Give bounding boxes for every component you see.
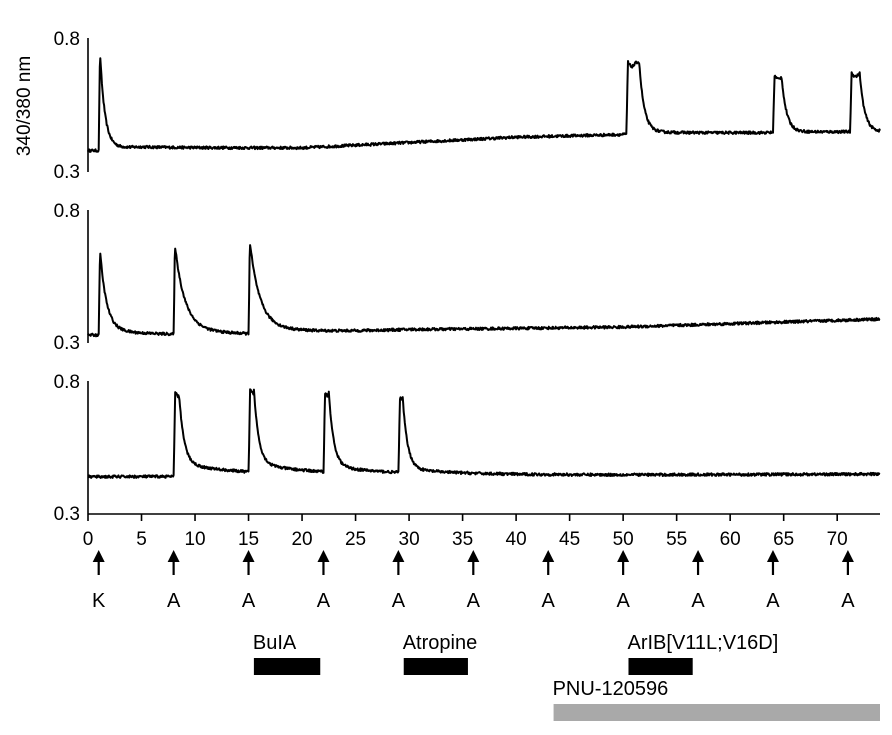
trace-panel-3: 0.8 0.3	[54, 372, 881, 525]
y-tick-label: 0.8	[54, 29, 80, 50]
x-tick-label: 65	[773, 529, 794, 550]
trace-line	[87, 57, 881, 153]
stimulus-A-71: A	[841, 550, 855, 612]
stimulus-A-22: A	[317, 550, 331, 612]
treatment-pnu-120596: PNU-120596	[553, 678, 880, 721]
stimulus-label: A	[317, 590, 331, 612]
y-tick-label: 0.8	[54, 201, 80, 222]
x-tick-label: 20	[291, 529, 312, 550]
x-tick-label: 40	[506, 529, 527, 550]
trace-line	[87, 244, 881, 338]
treatment-arib-v11l-v16d-: ArIB[V11L;V16D]	[627, 632, 778, 675]
treatment-bar	[403, 658, 468, 675]
trace-line	[87, 388, 881, 479]
stimulus-A-64: A	[766, 550, 780, 612]
x-tick-label: 15	[238, 529, 259, 550]
x-tick-label: 45	[559, 529, 580, 550]
stimulus-A-36: A	[467, 550, 481, 612]
stimulus-arrow-head	[242, 550, 255, 562]
stimulus-label: A	[616, 590, 630, 612]
treatment-label: BuIA	[253, 632, 297, 654]
x-tick-label: 70	[827, 529, 848, 550]
x-tick-label: 60	[720, 529, 741, 550]
x-tick-label: 55	[666, 529, 687, 550]
stimulus-arrow-head	[167, 550, 180, 562]
treatment-buia: BuIA	[253, 632, 321, 675]
stimulus-arrow-head	[692, 550, 705, 562]
trace-panel-2: 0.8 0.3	[54, 201, 881, 354]
treatment-bar	[253, 658, 321, 675]
stimulus-label: K	[92, 590, 106, 612]
treatment-bar	[553, 704, 880, 721]
x-tick-label: 35	[452, 529, 473, 550]
y-tick-label: 0.3	[54, 333, 80, 354]
stimulus-arrow-head	[617, 550, 630, 562]
stimulus-label: A	[542, 590, 556, 612]
treatment-label: PNU-120596	[553, 678, 669, 700]
stimulus-A-50: A	[616, 550, 630, 612]
stimulus-arrow-head	[317, 550, 330, 562]
stimulus-arrow-head	[467, 550, 480, 562]
stimulus-A-29: A	[392, 550, 406, 612]
time-axis: 0 5 10 15 20 25 30 35 40 45 50 55 60 65 70	[83, 513, 880, 550]
stimulus-arrow-head	[766, 550, 779, 562]
stimulus-A-15: A	[242, 550, 256, 612]
x-tick-label: 50	[613, 529, 634, 550]
stimulus-arrow-head	[542, 550, 555, 562]
y-tick-label: 0.3	[54, 162, 80, 183]
treatment-bars: BuIA Atropine ArIB[V11L;V16D] PNU-120596	[253, 632, 880, 721]
stimulus-label: A	[392, 590, 406, 612]
treatment-bar	[628, 658, 693, 675]
stimulus-arrow-head	[92, 550, 105, 562]
stimulus-A-57: A	[691, 550, 705, 612]
x-tick-label: 10	[184, 529, 205, 550]
stimulus-A-43: A	[542, 550, 556, 612]
stimulus-label: A	[691, 590, 705, 612]
x-tick-label: 5	[136, 529, 147, 550]
stimulus-K-1: K	[92, 550, 106, 612]
trace-panels: 0.8 0.3 0.8 0.3 0.8 0.3	[54, 29, 881, 525]
stimulus-label: A	[841, 590, 855, 612]
x-tick-label: 25	[345, 529, 366, 550]
stimulus-label: A	[167, 590, 181, 612]
x-tick-label: 30	[399, 529, 420, 550]
stimulus-A-8: A	[167, 550, 181, 612]
treatment-label: ArIB[V11L;V16D]	[627, 632, 778, 654]
stimulus-arrow-head	[841, 550, 854, 562]
treatment-label: Atropine	[403, 632, 478, 654]
treatment-atropine: Atropine	[403, 632, 478, 675]
y-axis-title: 340/380 nm	[14, 56, 35, 156]
stimulus-arrow-head	[392, 550, 405, 562]
x-tick-label: 0	[83, 529, 94, 550]
y-tick-label: 0.3	[54, 504, 80, 525]
trace-panel-1: 0.8 0.3	[54, 29, 881, 183]
stimulus-label: A	[242, 590, 256, 612]
stimulus-label: A	[467, 590, 481, 612]
y-tick-label: 0.8	[54, 372, 80, 393]
stimulus-label: A	[766, 590, 780, 612]
